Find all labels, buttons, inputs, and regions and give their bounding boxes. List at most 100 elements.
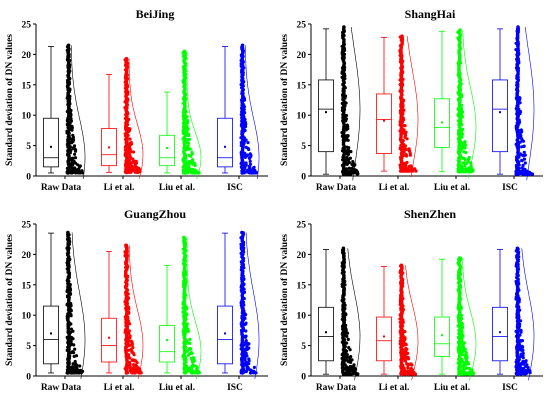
data-point — [78, 364, 82, 368]
data-point — [522, 157, 527, 161]
data-points — [65, 230, 85, 375]
data-point — [78, 164, 82, 168]
chart-panel-shenzhen: ShenZhen Standard deviation of DN values… — [275, 200, 550, 400]
data-point — [135, 361, 139, 365]
data-point — [77, 168, 81, 172]
chart-panel-guangzhou: GuangZhou Standard deviation of DN value… — [0, 200, 275, 400]
y-tick-label: 20 — [22, 51, 32, 61]
data-point — [405, 362, 409, 366]
data-point — [524, 360, 528, 364]
data-point — [135, 370, 139, 374]
data-point — [458, 28, 462, 32]
data-point — [523, 161, 527, 165]
y-tick-label: 25 — [297, 221, 307, 231]
data-point — [399, 263, 404, 268]
data-point — [471, 372, 476, 376]
data-point — [402, 123, 406, 128]
data-points — [514, 25, 535, 176]
data-points — [398, 34, 418, 173]
data-point — [128, 147, 132, 151]
data-point — [405, 154, 409, 158]
data-point — [66, 230, 70, 235]
data-points — [514, 246, 532, 376]
data-point — [518, 369, 522, 373]
box-iqr — [376, 316, 392, 362]
data-point — [346, 158, 350, 162]
data-point — [461, 161, 465, 165]
box-mean — [325, 111, 327, 114]
box-mean — [50, 332, 52, 335]
data-point — [69, 314, 73, 318]
series-3 — [434, 256, 477, 381]
box-mean — [499, 111, 501, 114]
data-point — [405, 137, 409, 141]
y-tick-label: 15 — [22, 81, 32, 91]
data-point — [347, 146, 351, 150]
data-point — [519, 328, 523, 332]
data-point — [521, 348, 525, 352]
panel-title: ShangHai — [405, 7, 456, 21]
panel-title: GuangZhou — [124, 207, 186, 221]
chart-svg-shenzhen: ShenZhen Standard deviation of DN values… — [280, 207, 543, 393]
data-point — [70, 159, 74, 163]
distribution-curve — [350, 26, 361, 181]
data-point — [414, 169, 418, 173]
series-2 — [101, 243, 144, 380]
distribution-curve — [129, 245, 144, 380]
data-point — [345, 331, 350, 335]
data-points — [398, 263, 417, 376]
data-point — [190, 358, 194, 362]
data-point — [462, 372, 466, 376]
data-point — [247, 359, 251, 363]
series-2 — [101, 56, 144, 179]
data-point — [128, 334, 132, 338]
data-point — [191, 162, 195, 166]
data-point — [128, 365, 132, 370]
data-point — [70, 371, 74, 375]
data-point — [356, 372, 360, 376]
distribution-curve — [186, 237, 202, 380]
data-point — [191, 167, 195, 171]
data-point — [80, 171, 84, 175]
series-1 — [43, 43, 86, 180]
data-point — [70, 141, 74, 145]
data-point — [520, 158, 524, 162]
data-point — [524, 364, 528, 368]
data-point — [347, 160, 351, 165]
data-point — [413, 372, 417, 376]
y-tick-label: 5 — [301, 142, 306, 152]
data-point — [466, 167, 470, 171]
box-mean — [441, 334, 443, 337]
data-point — [520, 339, 524, 343]
data-points — [456, 28, 475, 174]
y-tick-label: 25 — [22, 221, 32, 231]
data-point — [76, 163, 80, 167]
x-tick-label: Li et al. — [104, 183, 135, 193]
series-4 — [492, 25, 535, 181]
data-point — [245, 365, 249, 369]
data-point — [405, 355, 409, 359]
distribution-curve — [186, 51, 202, 180]
data-point — [249, 154, 253, 158]
data-points — [239, 230, 258, 375]
data-point — [515, 246, 520, 251]
box-iqr — [43, 305, 59, 365]
data-point — [347, 346, 351, 350]
data-points — [340, 25, 360, 176]
box-mean — [108, 146, 110, 149]
data-point — [461, 364, 466, 368]
data-point — [244, 341, 248, 345]
data-point — [457, 256, 462, 260]
x-tick-label: Liu et al. — [434, 383, 470, 393]
data-point — [128, 356, 132, 360]
distribution-curve — [70, 45, 86, 180]
data-point — [466, 360, 470, 364]
data-point — [465, 371, 469, 375]
data-point — [410, 169, 415, 173]
data-point — [248, 159, 252, 163]
data-points — [65, 43, 84, 175]
data-point — [463, 356, 468, 360]
distribution-curve — [128, 58, 144, 179]
data-point — [187, 159, 191, 164]
data-point — [462, 361, 466, 365]
